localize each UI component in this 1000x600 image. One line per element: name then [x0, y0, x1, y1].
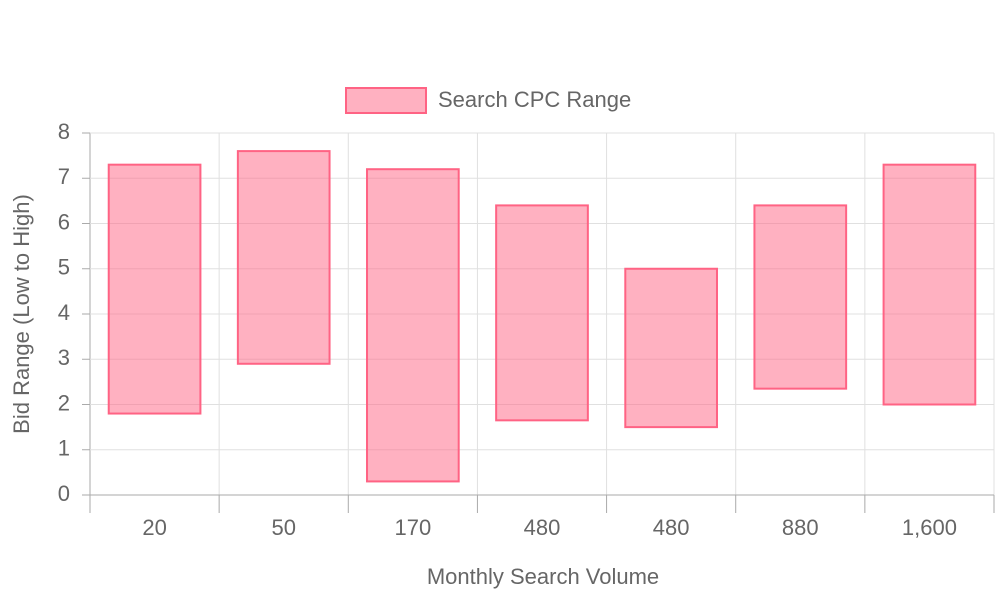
y-tick-label: 7	[58, 164, 70, 189]
bar	[366, 168, 460, 483]
y-tick-label: 6	[58, 209, 70, 234]
x-tick-label: 880	[782, 515, 819, 540]
y-axis-title: Bid Range (Low to High)	[9, 194, 34, 434]
bar	[753, 204, 848, 390]
x-tick-label: 170	[394, 515, 431, 540]
bar	[107, 163, 202, 415]
x-tick-label: 480	[653, 515, 690, 540]
legend-label: Search CPC Range	[438, 87, 631, 112]
y-tick-label: 4	[58, 300, 70, 325]
x-tick-label: 1,600	[902, 515, 957, 540]
x-tick-label: 50	[271, 515, 295, 540]
bar	[495, 204, 589, 422]
x-tick-label: 20	[142, 515, 166, 540]
y-tick-label: 1	[58, 436, 70, 461]
x-axis-title: Monthly Search Volume	[427, 564, 659, 589]
y-tick-label: 5	[58, 255, 70, 280]
y-tick-label: 8	[58, 119, 70, 144]
x-tick-label: 480	[524, 515, 561, 540]
y-tick-label: 2	[58, 390, 70, 415]
y-tick-label: 3	[58, 345, 70, 370]
legend-swatch	[345, 87, 427, 114]
bar	[882, 163, 977, 406]
bar	[624, 267, 718, 429]
y-tick-label: 0	[58, 481, 70, 506]
bar	[236, 150, 331, 365]
